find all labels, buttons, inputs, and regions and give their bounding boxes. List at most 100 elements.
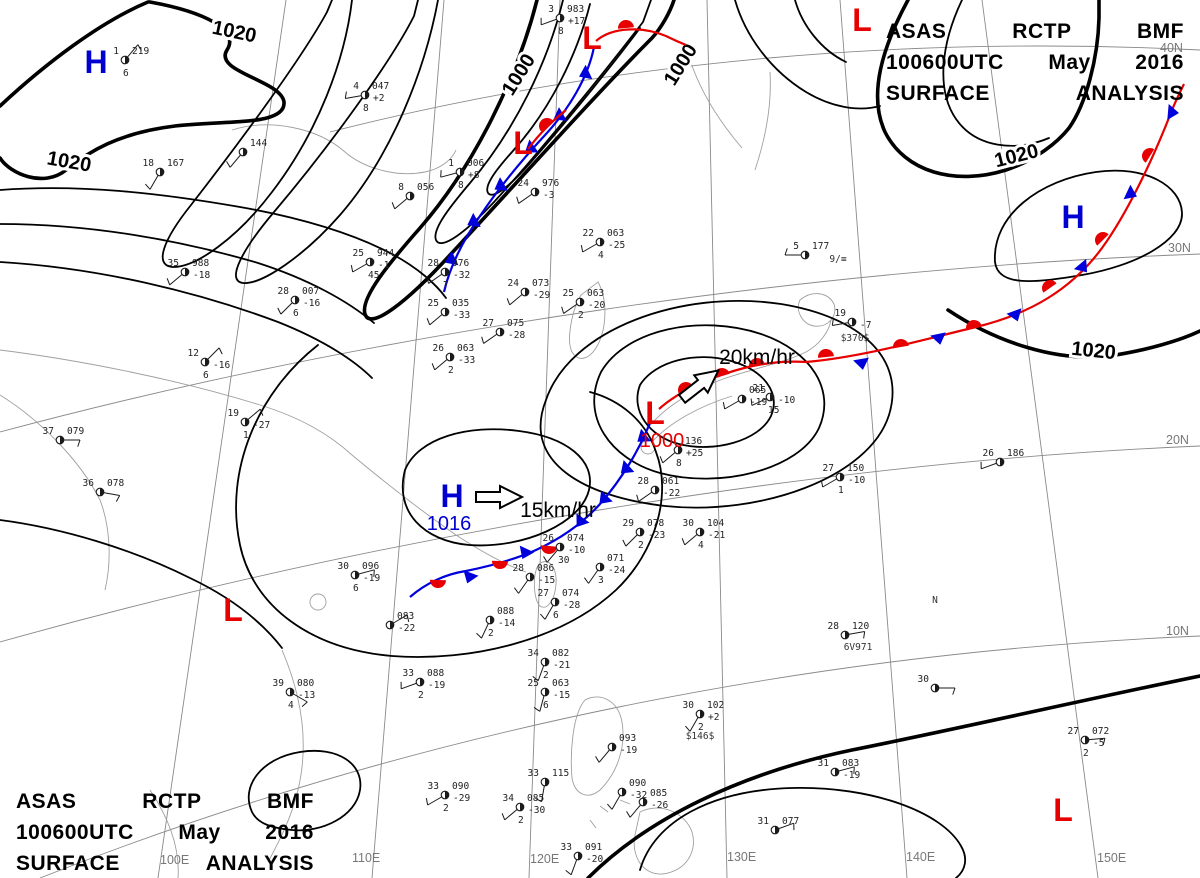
meridian-line: [157, 0, 287, 878]
station-value: -19: [363, 573, 380, 584]
station-value: -20: [588, 300, 605, 311]
station-plot: 090-32: [607, 778, 647, 810]
station-value: -16: [213, 360, 230, 371]
isobar: [942, 0, 1050, 147]
station-value: 083: [842, 758, 859, 769]
isobar: [247, 750, 362, 832]
wind-barb-feather: [259, 408, 264, 416]
title-line-type: SURFACE ANALYSIS: [16, 852, 314, 875]
station-value: 28: [428, 258, 440, 269]
coastline: [267, 649, 304, 863]
station-value: 063: [607, 228, 624, 239]
wind-barb-feather: [863, 631, 866, 639]
station-cloud-cover: [655, 486, 659, 494]
isobar: [994, 169, 1183, 282]
wind-barb-feather: [722, 402, 726, 410]
title-line-datetime: 100600UTC May 2016: [16, 821, 314, 844]
station-value: -22: [663, 488, 680, 499]
station-plot: 1 006+8 8: [440, 158, 484, 191]
station-value: 34: [528, 648, 540, 659]
high-pressure-symbol: H: [440, 478, 463, 514]
station-cloud-cover: [370, 258, 374, 266]
station-value: 075: [507, 318, 524, 329]
wind-barb-feather: [532, 676, 539, 682]
station-plot: 144: [226, 138, 267, 168]
misc-code-label: 6V971: [844, 642, 873, 653]
station-cloud-cover: [622, 788, 626, 796]
cold-front-pip: [637, 428, 651, 442]
cold-front-pip: [579, 64, 593, 80]
station-value: -25: [608, 240, 625, 251]
station-value: 2: [418, 690, 424, 701]
station-value: 30: [558, 555, 570, 566]
cold-front-pip: [853, 357, 869, 370]
wind-barb-feather: [626, 811, 631, 818]
station-value: -28: [508, 330, 525, 341]
wind-barb-feather: [784, 248, 788, 256]
station-plot: 30 102+2 2: [683, 700, 725, 733]
station-cloud-cover: [60, 436, 64, 444]
wind-barb-feather: [506, 298, 511, 306]
isobar-value-label: 1000: [660, 40, 702, 89]
station-cloud-cover: [420, 678, 424, 686]
wind-barb-feather: [516, 196, 520, 204]
station-value: -19: [620, 745, 637, 756]
wind-barb-feather: [391, 202, 396, 210]
station-plot: 36 078: [83, 478, 124, 502]
station-value: 035: [452, 298, 469, 309]
station-value: 056: [417, 182, 434, 193]
coastline: [754, 71, 771, 171]
station-plot: 088-14 2: [476, 606, 515, 639]
station-plot: 28 976-32 7: [426, 258, 470, 291]
isobar: [875, 0, 1101, 179]
station-value: 30: [338, 561, 350, 572]
station-cloud-cover: [612, 743, 616, 751]
latitude-label: 30N: [1168, 241, 1191, 255]
wind-barb-feather: [115, 495, 121, 502]
wind-barb-feather: [685, 725, 691, 732]
station-value: -21: [708, 530, 725, 541]
isobar: [235, 0, 439, 284]
warm-front-pip: [893, 339, 909, 349]
station-value: -13: [298, 690, 315, 701]
station-cloud-cover: [160, 168, 164, 176]
station-value: 083: [397, 611, 414, 622]
station-value: 25: [563, 288, 574, 299]
isobar: [0, 223, 375, 324]
station-value: -16: [303, 298, 320, 309]
warm-front-pip: [818, 349, 834, 358]
wind-barb-feather: [622, 539, 627, 547]
station-value: 30: [683, 518, 695, 529]
front-warm: [595, 28, 687, 47]
station-value: 061: [662, 476, 679, 487]
station-value: 6: [203, 370, 209, 381]
wind-barb-feather: [636, 494, 640, 502]
low-pressure-symbol: L: [223, 592, 243, 628]
misc-code-label: $146$: [686, 731, 715, 742]
station-value: 077: [782, 816, 799, 827]
station-value: 18: [143, 158, 155, 169]
station-value: 976: [452, 258, 469, 269]
station-value: 27: [1068, 726, 1079, 737]
wind-barb-feather: [481, 336, 485, 344]
station-value: 27: [483, 318, 494, 329]
cold-front-pip: [463, 570, 479, 584]
wind-barb-feather: [425, 798, 429, 806]
station-value: 085: [650, 788, 667, 799]
station-value: -19: [843, 770, 860, 781]
meridian-line: [371, 0, 445, 878]
wind-barb-feather: [350, 265, 354, 273]
station-value: 4: [288, 700, 294, 711]
station-plot: 083-22: [385, 611, 415, 634]
station-value: +8: [468, 170, 480, 181]
station-plot: 136+25 8: [659, 436, 703, 469]
coastline: [533, 561, 557, 608]
wind-barb-feather: [166, 278, 171, 286]
station-plot: 27 075-28: [481, 318, 525, 344]
station-plot: 39 080-13 4: [273, 678, 316, 711]
station-value: +2: [708, 712, 719, 723]
station-value: -19: [428, 680, 445, 691]
station-value: 2: [638, 540, 644, 551]
